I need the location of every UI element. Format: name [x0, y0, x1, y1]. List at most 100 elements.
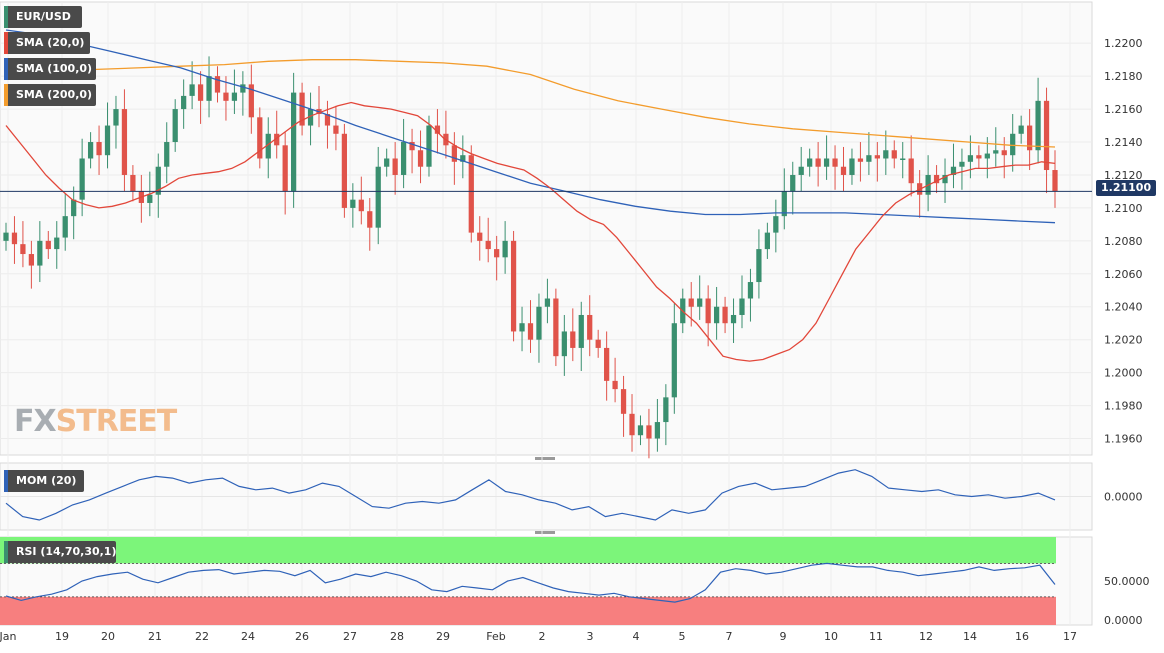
candle-body	[291, 92, 297, 192]
candle-body	[840, 166, 847, 175]
x-tick-label: Feb	[486, 630, 505, 643]
candle-body	[933, 174, 940, 184]
resize-handle	[535, 457, 555, 460]
candle-body	[688, 298, 694, 307]
candle-body	[477, 232, 483, 241]
rsi-oversold-zone	[0, 596, 1056, 625]
legend-rsi[interactable]: RSI (14,70,30,1)	[4, 541, 116, 563]
candle-body	[629, 413, 635, 436]
candle-body	[104, 125, 111, 156]
candle-body	[214, 76, 221, 93]
candle-body	[663, 397, 669, 423]
candle-body	[494, 249, 500, 258]
x-tick-label: 17	[1063, 630, 1077, 643]
x-tick-label: 22	[195, 630, 209, 643]
legend-label: SMA (20,0)	[16, 36, 85, 49]
candle-body	[155, 166, 161, 195]
candle-body	[730, 314, 737, 324]
candle-body	[189, 84, 195, 96]
candle-body	[950, 166, 957, 175]
legend-eurusd[interactable]: EUR/USD	[4, 6, 82, 28]
legend-momentum[interactable]: MOM (20)	[4, 470, 84, 492]
candle-body	[976, 155, 982, 159]
candle-body	[849, 158, 855, 175]
candle-body	[697, 298, 703, 307]
candle-body	[908, 158, 914, 184]
legend-label: SMA (100,0)	[16, 62, 93, 75]
x-tick-label: 26	[295, 630, 309, 643]
x-tick-label: 2	[539, 630, 546, 643]
candle-body	[1052, 170, 1058, 192]
candle-body	[536, 306, 542, 340]
candle-body	[181, 95, 187, 110]
candle-body	[1018, 125, 1024, 134]
candle-body	[375, 166, 381, 228]
legend-label: EUR/USD	[16, 10, 71, 23]
candle-body	[468, 155, 474, 233]
candle-body	[71, 199, 77, 217]
rsi-tick-label: 0.0000	[1104, 614, 1143, 627]
y-tick-label: 1.2040	[1104, 301, 1143, 314]
x-tick-label: 11	[869, 630, 883, 643]
candle-body	[426, 125, 432, 167]
candle-body	[147, 194, 153, 203]
candle-body	[866, 155, 872, 162]
x-tick-label: 19	[55, 630, 69, 643]
candle-body	[773, 216, 779, 233]
legend-sma20[interactable]: SMA (20,0)	[4, 32, 90, 54]
sma200-line	[5, 59, 1056, 148]
legend-label: RSI (14,70,30,1)	[16, 545, 117, 558]
candle-body	[832, 158, 838, 167]
x-tick-label: 3	[587, 630, 594, 643]
y-tick-label: 1.2080	[1104, 235, 1143, 248]
candle-body	[164, 142, 170, 167]
candle-body	[1026, 125, 1033, 151]
candle-body	[781, 191, 787, 217]
candle-body	[307, 109, 314, 126]
candle-body	[1001, 150, 1007, 156]
candle-body	[485, 240, 491, 250]
candle-body	[45, 240, 51, 250]
candle-body	[409, 142, 415, 151]
candle-body	[62, 216, 68, 238]
y-tick-label: 1.1980	[1104, 400, 1143, 413]
x-tick-label: 10	[824, 630, 838, 643]
candle-body	[815, 158, 821, 167]
candle-body	[172, 109, 178, 143]
candle-body	[121, 109, 128, 175]
candle-body	[28, 254, 35, 266]
candle-body	[11, 232, 18, 245]
candle-body	[959, 161, 965, 167]
x-tick-label: 27	[343, 630, 357, 643]
y-tick-label: 1.2100	[1104, 202, 1143, 215]
candle-body	[333, 125, 339, 134]
candle-body	[231, 92, 238, 101]
legend-sma200[interactable]: SMA (200,0)	[4, 84, 96, 106]
y-tick-label: 1.2140	[1104, 136, 1143, 149]
candle-body	[400, 142, 407, 175]
candle-body	[248, 84, 254, 118]
candle-body	[671, 323, 677, 398]
x-tick-label: 16	[1015, 630, 1029, 643]
candle-body	[1010, 133, 1016, 156]
candle-body	[1043, 100, 1050, 171]
x-tick-label: 12	[919, 630, 933, 643]
x-tick-label: 9	[780, 630, 787, 643]
candle-body	[206, 76, 212, 101]
legend-sma100[interactable]: SMA (100,0)	[4, 58, 96, 80]
candle-body	[37, 240, 43, 266]
x-tick-label: Jan	[0, 630, 17, 643]
candle-body	[417, 150, 424, 167]
candle-body	[324, 114, 331, 126]
candle-body	[713, 306, 720, 324]
candle-body	[54, 237, 60, 250]
candle-body	[747, 282, 754, 299]
candle-body	[561, 331, 567, 357]
candle-body	[96, 142, 102, 156]
candle-body	[502, 240, 508, 258]
candle-body	[891, 150, 897, 159]
y-tick-label: 1.2120	[1104, 169, 1143, 182]
candle-body	[434, 125, 441, 134]
candle-body	[620, 389, 627, 414]
candle-body	[130, 174, 136, 192]
